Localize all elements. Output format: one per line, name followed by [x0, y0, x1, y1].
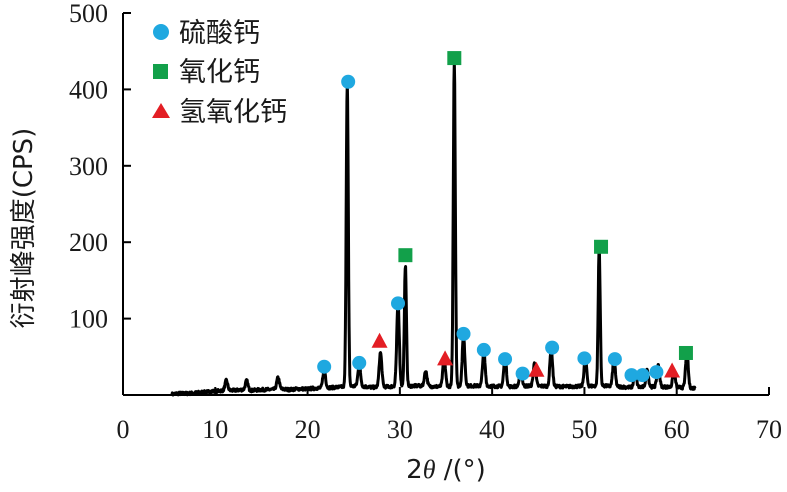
x-axis-title-unit: /(°) — [436, 455, 486, 485]
x-tick-label: 60 — [664, 415, 690, 444]
y-tick-label: 200 — [69, 228, 108, 257]
legend-label-calcium-hydroxide: 氢氧化钙 — [179, 97, 287, 128]
calcium-sulfate-marker — [476, 342, 491, 357]
x-axis-title: 2θ /(°) — [406, 455, 486, 485]
legend-triangle-marker — [152, 103, 170, 118]
calcium-sulfate-marker — [515, 366, 530, 381]
calcium-sulfate-marker — [456, 326, 471, 341]
x-axis-title-theta: θ — [423, 455, 436, 484]
calcium-hydroxide-marker — [437, 350, 454, 366]
x-tick-label: 10 — [202, 415, 228, 444]
calcium-sulfate-marker — [391, 296, 406, 311]
calcium-sulfate-marker — [545, 340, 560, 355]
x-tick-label: 20 — [295, 415, 321, 444]
legend-item-calcium-sulfate: 硫酸钙 — [153, 18, 260, 49]
legend-item-calcium-oxide: 氧化钙 — [153, 57, 260, 88]
calcium-sulfate-marker — [607, 352, 622, 367]
diffraction-pattern-line — [170, 60, 697, 397]
legend: 硫酸钙 氧化钙 氢氧化钙 — [152, 18, 287, 128]
calcium-hydroxide-marker — [371, 332, 388, 348]
y-tick-label: 400 — [69, 75, 108, 104]
y-tick-label: 100 — [69, 305, 108, 334]
legend-square-marker — [153, 64, 168, 79]
legend-label-calcium-oxide: 氧化钙 — [179, 57, 260, 88]
legend-circle-marker — [153, 24, 169, 40]
axis-ticks: 0 10 20 30 40 50 60 70 100 200 300 400 500 — [69, 0, 782, 444]
calcium-hydroxide-marker — [664, 362, 681, 378]
calcium-oxide-marker — [594, 239, 609, 254]
calcium-sulfate-marker — [649, 365, 664, 380]
y-tick-label: 500 — [69, 0, 108, 28]
phase-markers — [317, 51, 693, 383]
calcium-sulfate-marker — [341, 74, 356, 89]
calcium-hydroxide-marker — [528, 361, 545, 377]
x-tick-label: 0 — [117, 415, 130, 444]
calcium-sulfate-marker — [352, 355, 367, 370]
y-tick-label: 300 — [69, 152, 108, 181]
x-tick-label: 70 — [756, 415, 782, 444]
calcium-oxide-marker — [678, 345, 693, 360]
calcium-sulfate-marker — [635, 368, 650, 383]
calcium-oxide-marker — [398, 248, 413, 263]
x-axis-title-prefix: 2 — [406, 455, 423, 485]
legend-label-calcium-sulfate: 硫酸钙 — [179, 18, 260, 49]
x-tick-label: 50 — [571, 415, 597, 444]
calcium-oxide-marker — [447, 51, 462, 66]
calcium-sulfate-marker — [317, 359, 332, 374]
x-tick-label: 40 — [479, 415, 505, 444]
legend-item-calcium-hydroxide: 氢氧化钙 — [152, 97, 287, 128]
plot-area: 0 10 20 30 40 50 60 70 100 200 300 400 500 — [69, 0, 782, 444]
x-tick-label: 30 — [387, 415, 413, 444]
y-axis-title: 衍射峰强度(CPS) — [9, 128, 39, 329]
calcium-sulfate-marker — [498, 352, 513, 367]
calcium-sulfate-marker — [577, 351, 592, 366]
calcium-sulfate-marker — [624, 368, 639, 383]
